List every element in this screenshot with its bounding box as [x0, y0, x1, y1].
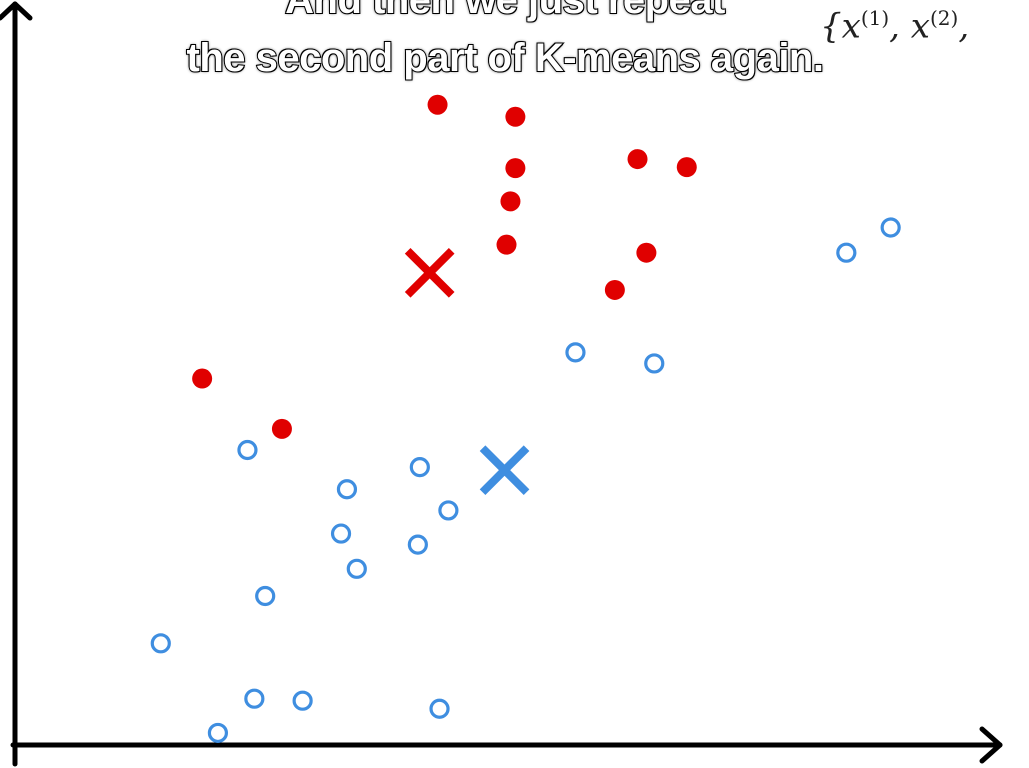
blue-point-14 [244, 688, 265, 709]
blue-centroid-stroke [479, 445, 530, 495]
blue-point-16 [429, 698, 450, 719]
formula-superscript-2: (2) [929, 6, 959, 30]
blue-point-6 [409, 457, 430, 478]
formula-separator: , [889, 6, 900, 47]
blue-point-7 [336, 479, 358, 500]
y-axis-arrowhead [0, 1, 33, 21]
red-point-7 [676, 157, 697, 178]
axes [0, 1, 1003, 767]
blue-point-10 [407, 534, 428, 555]
blue-point-2 [836, 242, 857, 263]
formula-superscript-1: (1) [860, 6, 890, 30]
blue-point-4 [644, 353, 665, 374]
red-centroid [404, 248, 455, 298]
blue-point-3 [565, 342, 586, 363]
red-point-9 [604, 279, 625, 300]
formula-separator: , [958, 6, 970, 47]
training-set-formula: {x(1), x(2), [820, 6, 969, 46]
blue-point-12 [255, 585, 276, 607]
formula-open-brace: { [820, 6, 842, 47]
formula-variable: x [841, 6, 861, 47]
blue-centroid [479, 445, 530, 495]
red-point-5 [496, 234, 517, 255]
formula-variable: x [910, 6, 930, 47]
blue-point-15 [292, 690, 313, 711]
red-point-10 [192, 368, 213, 389]
red-point-1 [427, 94, 448, 115]
red-point-11 [271, 418, 292, 439]
subtitle-line-2: the second part of K-means again. [186, 35, 825, 81]
red-point-4 [500, 191, 521, 212]
subtitle-line-1: And then we just repeat [284, 0, 726, 23]
red-point-6 [627, 149, 648, 170]
red-point-2 [505, 106, 526, 127]
blue-point-9 [330, 523, 352, 544]
blue-point-17 [207, 722, 229, 744]
blue-point-5 [237, 439, 258, 461]
blue-point-1 [880, 217, 901, 238]
blue-point-11 [346, 558, 367, 579]
cluster-centroids [404, 248, 530, 495]
data-points [150, 94, 901, 744]
x-axis-arrowhead [979, 726, 1003, 764]
blue-point-13 [150, 633, 171, 654]
red-centroid-stroke [404, 248, 455, 298]
blue-point-8 [438, 500, 459, 521]
red-point-8 [636, 242, 657, 263]
red-point-3 [505, 158, 526, 179]
